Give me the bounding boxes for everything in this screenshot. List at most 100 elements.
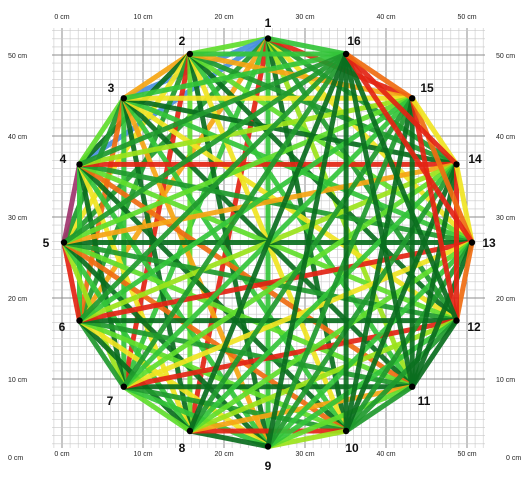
axis-left-label: 10 cm bbox=[8, 377, 27, 384]
axis-top: 0 cm 10 cm 20 cm 30 cm 40 cm 50 cm bbox=[54, 14, 476, 21]
axis-right-label: 20 cm bbox=[496, 296, 515, 303]
axis-left-label: 50 cm bbox=[8, 53, 27, 60]
chord-8-15 bbox=[187, 95, 415, 434]
chord-8-11 bbox=[187, 384, 415, 434]
node-label-2: 2 bbox=[179, 34, 186, 48]
axis-left: 50 cm 40 cm 30 cm 20 cm 10 cm 0 cm bbox=[8, 53, 27, 462]
axis-right: 50 cm 40 cm 30 cm 20 cm 10 cm 0 cm bbox=[496, 53, 521, 462]
chord-10-15 bbox=[343, 95, 415, 434]
nodes bbox=[60, 35, 476, 450]
chord-6-13 bbox=[77, 240, 475, 324]
chord-5-6 bbox=[61, 240, 82, 324]
chord-11-13 bbox=[409, 240, 475, 390]
node-dot-4 bbox=[76, 161, 83, 168]
chord-1-4 bbox=[77, 36, 271, 167]
node-dot-15 bbox=[409, 95, 416, 102]
node-label-12: 12 bbox=[467, 320, 481, 334]
chord-6-7 bbox=[77, 318, 127, 390]
node-label-11: 11 bbox=[418, 394, 431, 408]
axis-top-label: 40 cm bbox=[376, 14, 395, 21]
chord-3-12 bbox=[121, 95, 459, 324]
chord-9-16 bbox=[265, 51, 349, 449]
chord-3-4 bbox=[77, 95, 127, 167]
chord-3-16 bbox=[121, 51, 349, 101]
chord-11-16 bbox=[343, 51, 415, 390]
node-dot-14 bbox=[453, 161, 460, 168]
node-label-7: 7 bbox=[107, 394, 114, 408]
chord-7-10 bbox=[121, 384, 349, 434]
axis-left-label: 40 cm bbox=[8, 134, 27, 141]
chord-6-9 bbox=[77, 318, 271, 449]
chord-5-15 bbox=[61, 95, 415, 245]
node-label-5: 5 bbox=[43, 236, 50, 250]
chord-2-5 bbox=[61, 51, 193, 245]
axis-top-label: 20 cm bbox=[214, 14, 233, 21]
chord-2-9 bbox=[187, 51, 271, 449]
chord-5-8 bbox=[61, 240, 193, 434]
chord-9-11 bbox=[265, 384, 415, 449]
node-dot-13 bbox=[468, 239, 476, 246]
chord-15-16 bbox=[343, 51, 415, 101]
chord-14-15 bbox=[409, 95, 459, 167]
node-dot-3 bbox=[120, 95, 128, 102]
chord-4-11 bbox=[77, 161, 415, 390]
axis-bottom-label: 0 cm bbox=[54, 451, 69, 458]
chord-8-16 bbox=[187, 51, 349, 434]
node-label-13: 13 bbox=[482, 236, 496, 250]
chord-13-15 bbox=[409, 95, 475, 245]
chord-9-14 bbox=[265, 161, 459, 449]
axis-left-label: 30 cm bbox=[8, 215, 27, 222]
chords bbox=[61, 36, 475, 449]
axis-bottom-label: 30 cm bbox=[295, 451, 314, 458]
node-labels: 1 2 3 4 5 6 7 8 9 10 11 12 13 14 15 16 bbox=[43, 16, 496, 473]
chord-12-13 bbox=[454, 240, 475, 324]
axis-bottom-label: 20 cm bbox=[214, 451, 233, 458]
axis-bottom-label: 50 cm bbox=[457, 451, 476, 458]
chord-1-8 bbox=[187, 36, 271, 434]
node-label-14: 14 bbox=[468, 152, 482, 166]
chord-5-14 bbox=[61, 161, 459, 245]
node-dot-6 bbox=[76, 317, 83, 324]
axis-left-label: 0 cm bbox=[8, 455, 23, 462]
chord-3-6 bbox=[77, 95, 127, 324]
axis-top-label: 10 cm bbox=[133, 14, 152, 21]
axis-right-label: 0 cm bbox=[506, 455, 521, 462]
chord-1-14 bbox=[265, 36, 459, 167]
chord-9-10 bbox=[265, 428, 349, 449]
chord-5-16 bbox=[61, 51, 349, 245]
chord-11-12 bbox=[409, 318, 459, 390]
chord-6-16 bbox=[77, 51, 349, 324]
chord-5-12 bbox=[61, 240, 459, 324]
chord-2-3 bbox=[121, 51, 193, 101]
chord-4-5 bbox=[61, 161, 82, 245]
chord-13-14 bbox=[454, 161, 475, 245]
chord-10-14 bbox=[343, 161, 459, 434]
chord-7-8 bbox=[121, 384, 193, 434]
chord-2-15 bbox=[187, 51, 415, 101]
node-label-9: 9 bbox=[265, 459, 272, 473]
chord-8-9 bbox=[187, 428, 271, 449]
node-dot-10 bbox=[342, 427, 350, 435]
chord-1-10 bbox=[265, 36, 349, 434]
chord-11-14 bbox=[409, 161, 459, 390]
chord-7-16 bbox=[121, 51, 349, 390]
chord-1-16 bbox=[265, 36, 349, 57]
chord-13-16 bbox=[343, 51, 475, 245]
chord-3-10 bbox=[121, 95, 349, 434]
chord-4-16 bbox=[77, 51, 349, 167]
chord-4-7 bbox=[77, 161, 127, 390]
chord-10-11 bbox=[343, 384, 415, 434]
axis-left-label: 20 cm bbox=[8, 296, 27, 303]
axis-bottom-label: 40 cm bbox=[376, 451, 395, 458]
node-dot-2 bbox=[186, 50, 194, 58]
axis-top-label: 30 cm bbox=[295, 14, 314, 21]
node-label-15: 15 bbox=[420, 81, 434, 95]
node-dot-5 bbox=[60, 239, 68, 246]
chord-10-12 bbox=[343, 318, 459, 434]
axis-bottom-label: 10 cm bbox=[133, 451, 152, 458]
axis-right-label: 30 cm bbox=[496, 215, 515, 222]
chord-12-16 bbox=[343, 51, 459, 324]
node-dot-7 bbox=[120, 383, 128, 390]
axis-right-label: 50 cm bbox=[496, 53, 515, 60]
